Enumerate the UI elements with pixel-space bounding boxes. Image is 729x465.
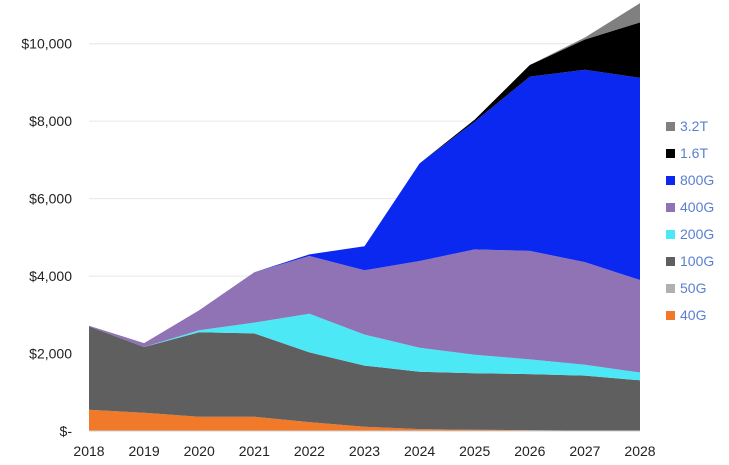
- x-tick-label-2019: 2019: [129, 443, 160, 459]
- area-1-6t: [89, 22, 640, 344]
- x-tick-label-2022: 2022: [294, 443, 325, 459]
- x-tick-label-2021: 2021: [239, 443, 270, 459]
- area-100g: [89, 326, 640, 431]
- y-axis: $- $2,000 $4,000 $6,000 $8,000 $10,000: [21, 36, 72, 439]
- y-tick-label-2000: $2,000: [29, 346, 72, 362]
- legend-label-400g: 400G: [680, 199, 714, 215]
- area-series: [89, 3, 640, 431]
- legend-label-1-6t: 1.6T: [680, 145, 708, 161]
- legend-label-800g: 800G: [680, 172, 714, 188]
- x-tick-label-2023: 2023: [349, 443, 380, 459]
- x-tick-label-2020: 2020: [184, 443, 215, 459]
- legend-swatch-100g: [666, 257, 675, 266]
- legend-swatch-3-2t: [666, 122, 675, 131]
- legend-label-3-2t: 3.2T: [680, 118, 708, 134]
- legend-swatch-50g: [666, 284, 675, 293]
- legend-label-100g: 100G: [680, 253, 714, 269]
- y-tick-label-6000: $6,000: [29, 191, 72, 207]
- x-tick-label-2018: 2018: [73, 443, 104, 459]
- legend-swatch-1-6t: [666, 149, 675, 158]
- area-200g: [89, 313, 640, 381]
- y-tick-label-10000: $10,000: [21, 36, 72, 52]
- area-40g: [89, 409, 640, 431]
- x-tick-label-2025: 2025: [459, 443, 490, 459]
- legend-swatch-200g: [666, 230, 675, 239]
- x-tick-label-2028: 2028: [624, 443, 655, 459]
- x-tick-label-2026: 2026: [514, 443, 545, 459]
- legend-swatch-800g: [666, 176, 675, 185]
- area-800g: [89, 69, 640, 344]
- area-400g: [89, 249, 640, 373]
- legend-swatch-400g: [666, 203, 675, 212]
- y-tick-label-4000: $4,000: [29, 268, 72, 284]
- legend-label-50g: 50G: [680, 280, 706, 296]
- y-tick-label-0: $-: [60, 423, 73, 439]
- y-tick-label-8000: $8,000: [29, 113, 72, 129]
- x-axis: 2018 2019 2020 2021 2022 2023 2024 2025 2026 2027…: [73, 430, 656, 459]
- legend-label-40g: 40G: [680, 307, 706, 323]
- x-tick-label-2027: 2027: [569, 443, 600, 459]
- legend: 3.2T 1.6T 800G 400G 200G 100G 50G 40G: [666, 118, 714, 323]
- x-tick-label-2024: 2024: [404, 443, 435, 459]
- legend-swatch-40g: [666, 311, 675, 320]
- legend-label-200g: 200G: [680, 226, 714, 242]
